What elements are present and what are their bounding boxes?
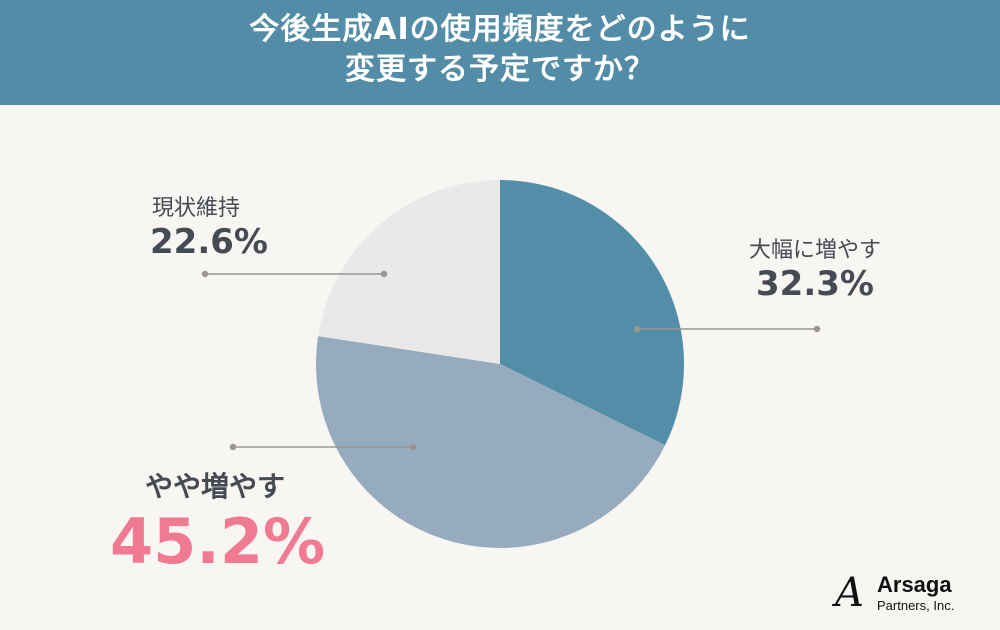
title-banner: 今後生成AIの使用頻度をどのように 変更する予定ですか？ xyxy=(0,0,1000,105)
company-logo: A Arsaga Partners, Inc. xyxy=(835,570,995,620)
title-line-2: 変更する予定ですか？ xyxy=(345,52,655,87)
title-line-1: 今後生成AIの使用頻度をどのように xyxy=(249,12,751,47)
label-value: 22.6% xyxy=(150,222,268,262)
leader-lines xyxy=(201,270,821,451)
pie-slice-0 xyxy=(500,180,684,446)
label-name: やや増やす xyxy=(144,470,285,503)
logo-name: Arsaga xyxy=(877,572,952,597)
label-slight-increase: やや増やす 45.2% xyxy=(110,465,326,578)
logo-mark-icon: A xyxy=(835,570,864,616)
label-significant-increase: 大幅に増やす 32.3% xyxy=(700,232,930,304)
pie-slice-1 xyxy=(316,336,666,548)
pie-slice-2 xyxy=(318,180,500,364)
label-maintain: 現状維持 22.6% xyxy=(130,190,268,262)
label-value-highlight: 45.2% xyxy=(110,505,326,578)
label-name: 現状維持 xyxy=(152,196,241,221)
label-name: 大幅に増やす xyxy=(748,238,881,263)
label-value: 32.3% xyxy=(756,264,874,304)
logo-sub: Partners, Inc. xyxy=(877,598,955,613)
